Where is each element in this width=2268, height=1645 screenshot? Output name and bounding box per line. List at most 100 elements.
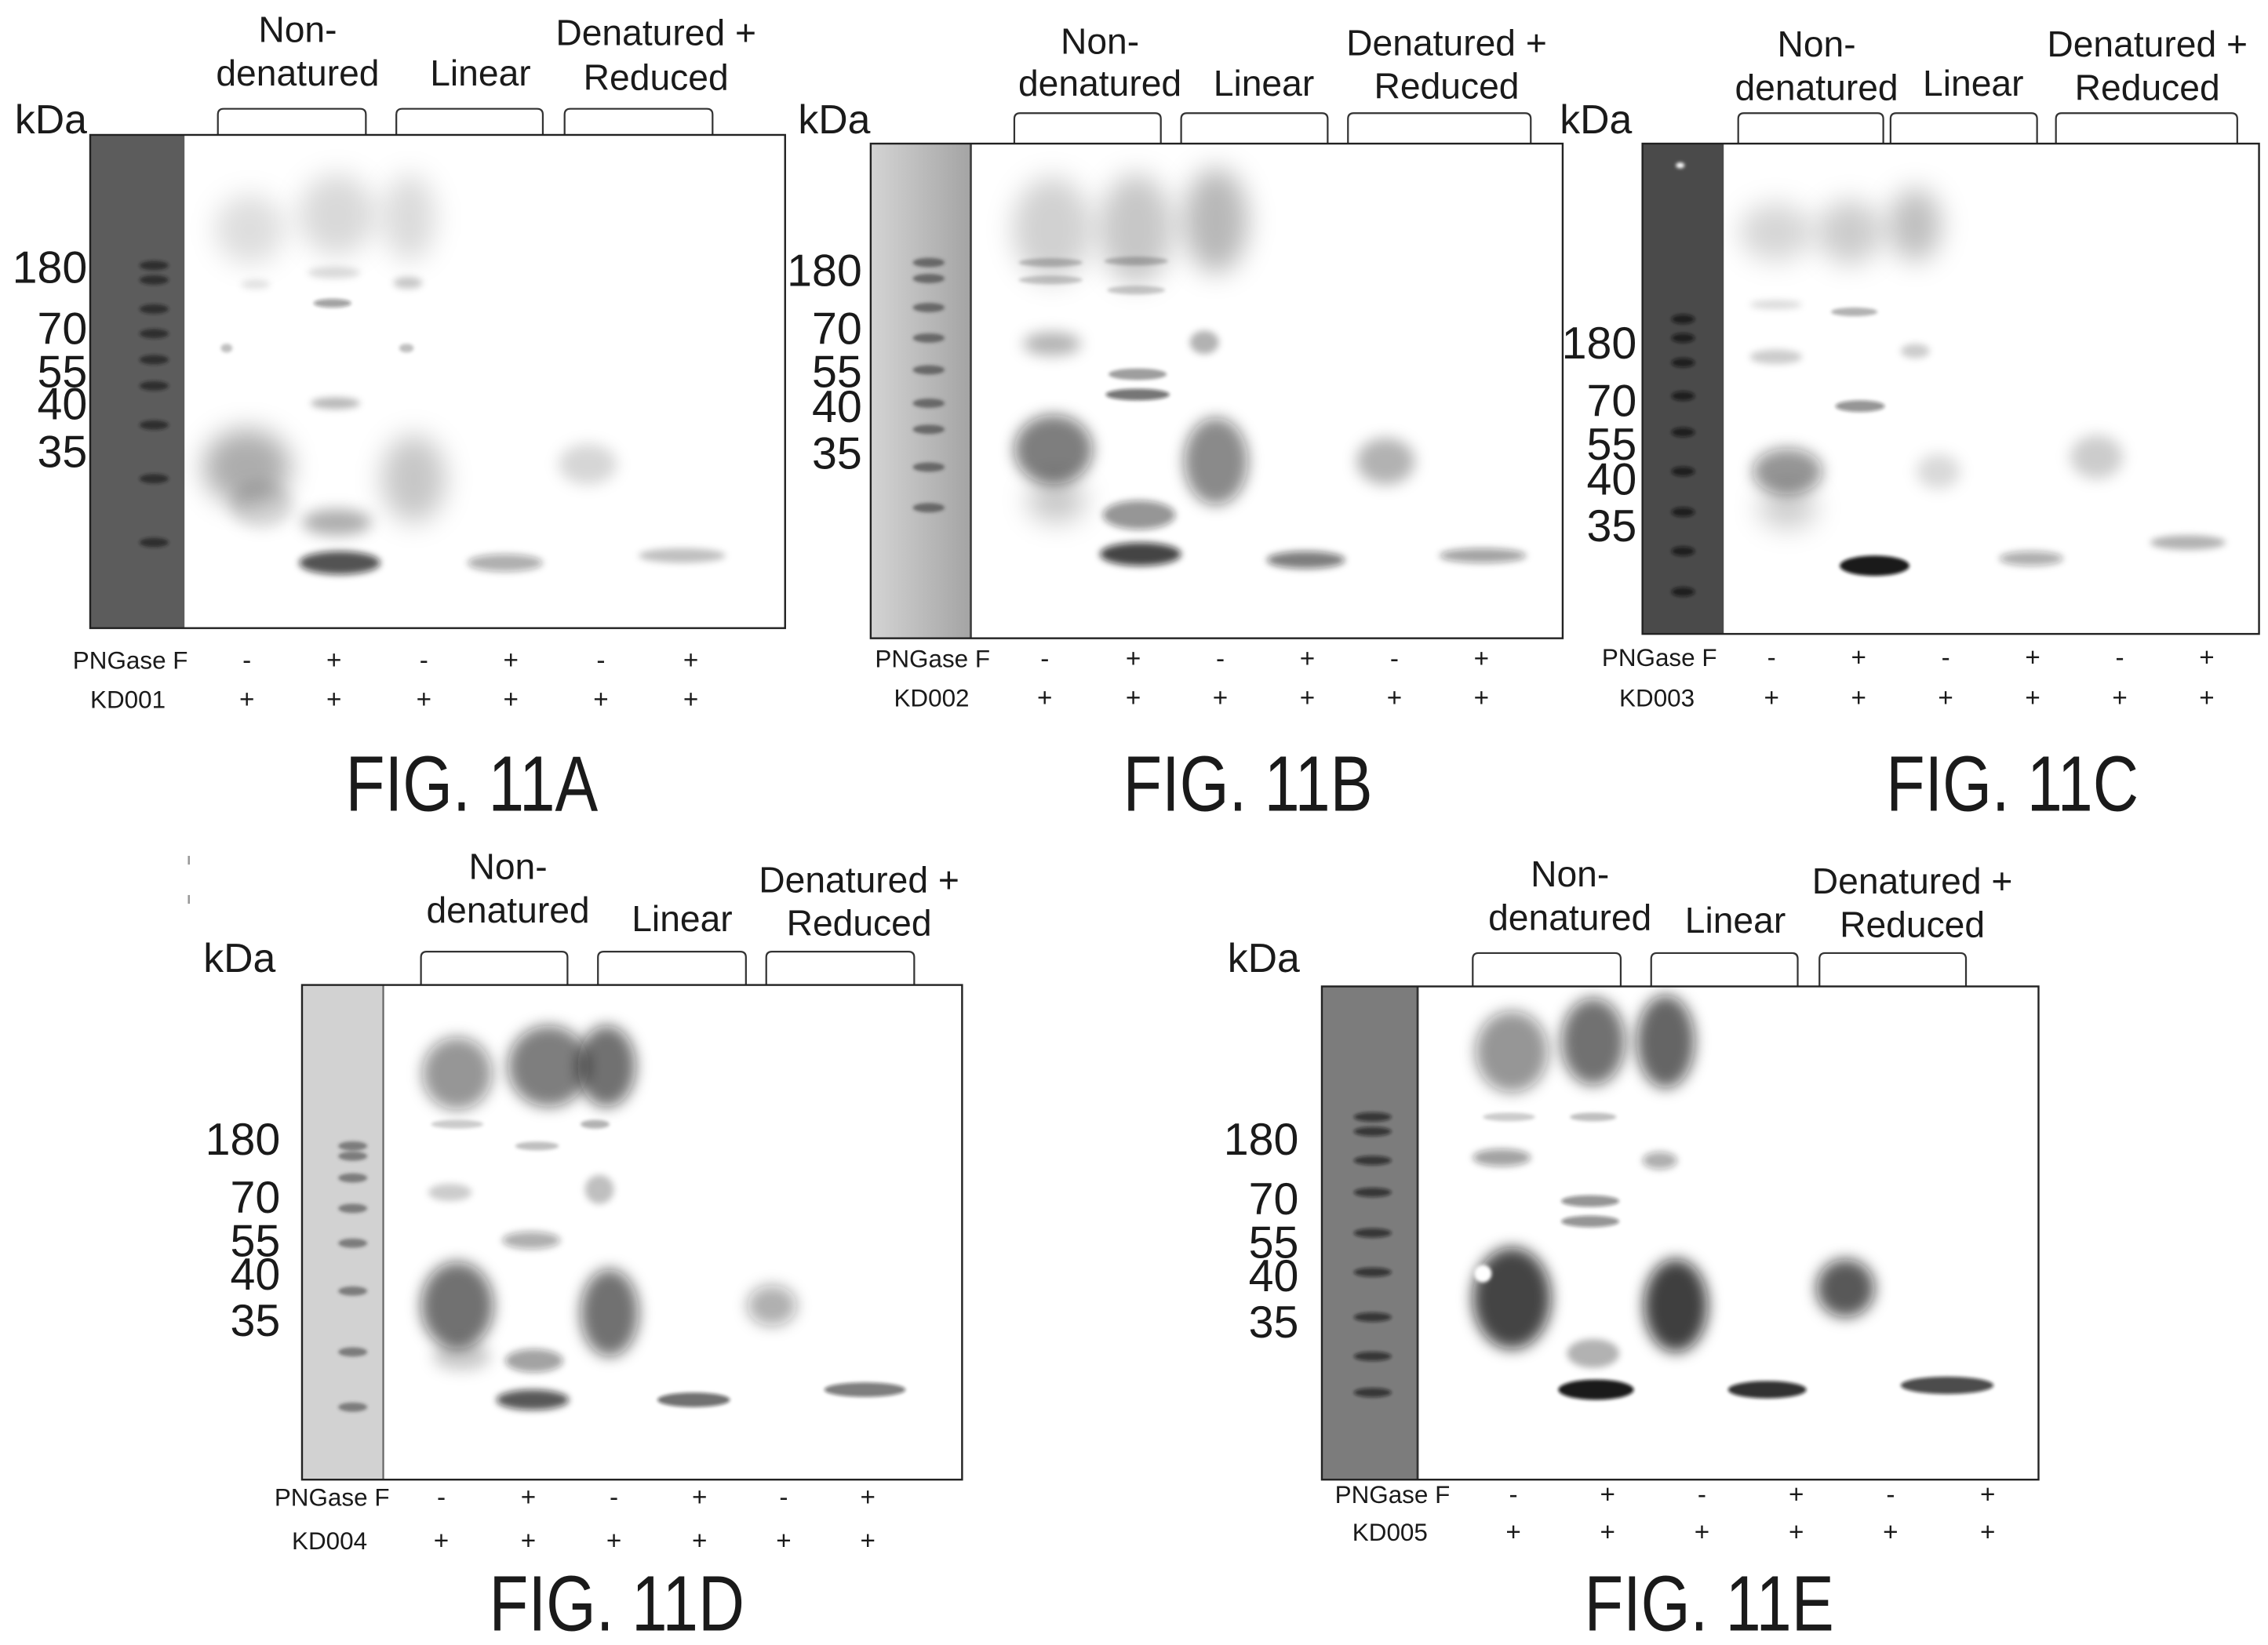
blot-border bbox=[869, 142, 1564, 639]
pngase-sign: + bbox=[2199, 643, 2214, 672]
protein-band bbox=[577, 1025, 636, 1107]
protein-band bbox=[229, 481, 293, 529]
group-label-non-denatured-line2: denatured bbox=[426, 890, 589, 930]
lane-group-bracket bbox=[420, 950, 569, 985]
figure-11b: Non- denatured Linear Denatured + Reduce… bbox=[787, 20, 1564, 828]
ladder-band bbox=[338, 1238, 368, 1248]
pngase-sign: - bbox=[2115, 643, 2124, 672]
marker-35: 35 bbox=[230, 1296, 280, 1346]
ladder-band bbox=[338, 1173, 368, 1183]
ladder-band bbox=[1671, 428, 1695, 437]
sample-sign: + bbox=[1037, 684, 1052, 713]
blot-border bbox=[89, 133, 786, 629]
protein-band bbox=[313, 298, 351, 308]
lane-group-bracket bbox=[1472, 952, 1622, 987]
protein-band bbox=[467, 554, 543, 572]
protein-band bbox=[2070, 435, 2123, 479]
ladder-band bbox=[1353, 1228, 1392, 1238]
pngase-sign: + bbox=[1789, 1480, 1804, 1509]
protein-band bbox=[508, 1025, 590, 1107]
sample-row-label: KD005 bbox=[1352, 1519, 1428, 1546]
pngase-sign: + bbox=[1474, 645, 1489, 674]
figure-11c: Non- denatured Linear Denatured + Reduce… bbox=[1560, 24, 2260, 828]
protein-band bbox=[1570, 1112, 1617, 1122]
marker-35: 35 bbox=[1587, 501, 1637, 551]
protein-band bbox=[581, 1119, 610, 1129]
marker-180: 180 bbox=[13, 243, 88, 293]
pngase-sign: + bbox=[1300, 645, 1315, 674]
protein-band bbox=[1636, 995, 1695, 1088]
group-label-non-denatured-line2: denatured bbox=[216, 53, 379, 93]
ladder-band bbox=[1671, 587, 1695, 597]
ladder-band bbox=[139, 304, 169, 314]
protein-band bbox=[1749, 300, 1803, 309]
protein-band bbox=[1184, 417, 1248, 505]
lane-group-bracket bbox=[1347, 112, 1532, 144]
kda-unit-label: kDa bbox=[203, 935, 275, 981]
ladder-band bbox=[1353, 1156, 1392, 1166]
protein-band bbox=[559, 443, 617, 485]
pngase-sign: - bbox=[779, 1483, 788, 1512]
ladder-band bbox=[912, 399, 945, 408]
protein-band bbox=[1749, 349, 1803, 365]
ladder-band bbox=[912, 365, 945, 375]
figure-caption: FIG. 11D bbox=[490, 1561, 744, 1645]
protein-band bbox=[299, 173, 375, 256]
protein-band bbox=[215, 194, 285, 264]
sample-sign: + bbox=[417, 685, 431, 714]
kda-unit-label: kDa bbox=[15, 96, 87, 142]
sample-sign: + bbox=[1789, 1518, 1804, 1547]
group-label-linear: Linear bbox=[430, 53, 530, 93]
marker-70: 70 bbox=[1587, 377, 1637, 427]
protein-band bbox=[220, 344, 233, 353]
group-label-non-denatured-line2: denatured bbox=[1018, 63, 1181, 104]
sample-row-label: KD002 bbox=[894, 685, 969, 712]
pngase-row-label: PNGase F bbox=[73, 646, 188, 674]
sample-sign: + bbox=[692, 1527, 707, 1556]
protein-band bbox=[1840, 555, 1909, 577]
group-label-denatured-reduced-line2: Reduced bbox=[787, 903, 932, 944]
group-label-linear: Linear bbox=[1923, 63, 2023, 104]
protein-band bbox=[515, 1141, 559, 1151]
protein-band bbox=[1567, 1338, 1620, 1368]
group-label-non-denatured-line2: denatured bbox=[1488, 897, 1651, 937]
pngase-sign: + bbox=[1851, 643, 1866, 672]
ladder-band bbox=[1353, 1267, 1392, 1277]
marker-180: 180 bbox=[1224, 1115, 1299, 1165]
protein-band bbox=[422, 1037, 493, 1110]
ladder-band bbox=[1671, 546, 1695, 556]
sample-row-label: KD004 bbox=[292, 1527, 367, 1555]
protein-band bbox=[1184, 168, 1248, 273]
pngase-sign: + bbox=[683, 646, 698, 675]
blot-border bbox=[1320, 985, 2040, 1481]
marker-40: 40 bbox=[38, 379, 88, 429]
sample-sign: + bbox=[1764, 684, 1779, 713]
ladder-lane bbox=[89, 134, 185, 628]
sample-sign: + bbox=[326, 685, 341, 714]
lane-group-bracket bbox=[765, 950, 916, 985]
marker-180: 180 bbox=[1562, 318, 1637, 369]
pngase-sign: - bbox=[1767, 643, 1776, 672]
ladder-band bbox=[1671, 314, 1695, 324]
protein-band bbox=[1100, 173, 1173, 285]
marker-55: 55 bbox=[1587, 420, 1637, 470]
lane-group-bracket bbox=[1013, 112, 1162, 144]
protein-band bbox=[1104, 257, 1168, 266]
group-label-denatured-reduced-line1: Denatured + bbox=[1346, 22, 1547, 63]
protein-band bbox=[1475, 1010, 1549, 1093]
figure-caption: FIG. 11E bbox=[1585, 1561, 1834, 1645]
protein-band bbox=[1027, 479, 1086, 522]
pngase-sign: - bbox=[242, 646, 251, 675]
pngase-sign: - bbox=[1886, 1480, 1895, 1509]
protein-band bbox=[1107, 286, 1166, 295]
protein-band bbox=[1561, 1195, 1620, 1207]
protein-band bbox=[431, 1119, 484, 1129]
group-label-linear: Linear bbox=[632, 898, 732, 939]
protein-band bbox=[1900, 344, 1930, 358]
protein-band bbox=[1561, 998, 1625, 1086]
pngase-sign: + bbox=[692, 1483, 707, 1512]
lane-group-bracket bbox=[597, 950, 747, 985]
sample-sign: + bbox=[1600, 1518, 1615, 1547]
protein-band bbox=[301, 509, 372, 536]
marker-180: 180 bbox=[787, 246, 862, 296]
